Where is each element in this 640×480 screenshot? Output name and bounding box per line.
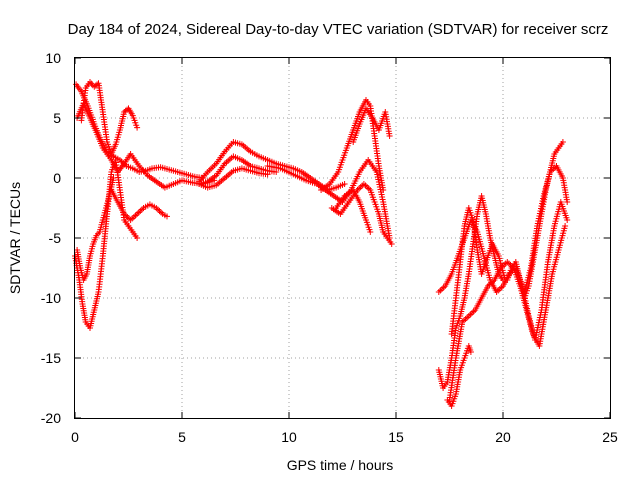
y-axis-label: SDTVAR / TECUs	[7, 182, 23, 294]
x-tick-label: 0	[71, 429, 79, 445]
plus-marker	[386, 133, 393, 139]
y-tick-label: 10	[45, 50, 61, 66]
chart-title: Day 184 of 2024, Sidereal Day-to-day VTE…	[68, 21, 609, 38]
y-tick-label: 5	[53, 110, 61, 126]
plus-marker	[164, 213, 170, 220]
series-pass-20	[521, 163, 571, 295]
plus-marker	[380, 187, 387, 193]
x-tick-label: 5	[178, 429, 186, 445]
series-pass-4	[72, 157, 141, 331]
series-pass-9	[196, 165, 271, 191]
series-pass-8	[196, 153, 280, 187]
plus-marker	[467, 349, 474, 355]
series-pass-3	[78, 79, 141, 157]
x-tick-label: 15	[388, 429, 404, 445]
plus-marker	[564, 217, 571, 223]
plus-marker	[562, 223, 569, 229]
x-tick-label: 25	[602, 429, 618, 445]
y-tick-label: -5	[49, 230, 62, 246]
series-pass-12	[350, 105, 393, 145]
plus-marker	[134, 124, 141, 131]
series-pass-18	[444, 343, 474, 409]
x-axis-label: GPS time / hours	[287, 457, 394, 473]
x-tick-label: 10	[281, 429, 297, 445]
y-tick-label: -10	[41, 290, 61, 306]
plus-marker	[564, 199, 571, 205]
series-pass-5	[74, 175, 117, 283]
series-pass-14	[333, 187, 374, 235]
axis-ticks	[74, 57, 611, 419]
plus-marker	[134, 235, 141, 241]
plot-frame	[74, 57, 611, 419]
y-tick-label: 0	[53, 170, 61, 186]
x-tick-labels: 0 5 10 15 20 25	[71, 429, 618, 445]
series-pass-11	[318, 97, 387, 193]
plus-marker	[502, 277, 509, 283]
plus-marker	[559, 139, 566, 145]
plus-marker	[388, 241, 395, 247]
data-series	[72, 79, 571, 409]
plus-marker	[264, 171, 271, 178]
series-pass-10	[264, 157, 393, 241]
plus-marker	[367, 229, 374, 235]
grid-lines	[75, 58, 610, 418]
series-pass-17	[446, 223, 569, 403]
plus-marker	[341, 181, 348, 187]
plus-marker	[110, 175, 117, 181]
series-pass-6	[108, 187, 170, 223]
x-tick-label: 20	[495, 429, 511, 445]
y-tick-label: -20	[41, 410, 61, 426]
y-tick-label: -15	[41, 350, 61, 366]
y-tick-labels: -20 -15 -10 -5 0 5 10	[41, 50, 61, 426]
series-pass-13	[328, 181, 395, 247]
series-pass-19	[448, 205, 509, 337]
